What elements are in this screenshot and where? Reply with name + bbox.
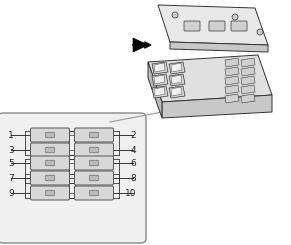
Text: 4: 4: [130, 146, 136, 155]
FancyBboxPatch shape: [74, 186, 113, 200]
FancyBboxPatch shape: [74, 171, 113, 185]
FancyBboxPatch shape: [46, 175, 54, 181]
Polygon shape: [171, 63, 182, 72]
Polygon shape: [148, 62, 162, 118]
FancyBboxPatch shape: [46, 160, 54, 166]
FancyBboxPatch shape: [46, 132, 54, 138]
Polygon shape: [241, 58, 255, 67]
FancyBboxPatch shape: [31, 156, 70, 170]
Polygon shape: [152, 62, 168, 74]
Polygon shape: [169, 74, 185, 86]
FancyBboxPatch shape: [46, 147, 54, 153]
Polygon shape: [241, 67, 255, 76]
Text: 2: 2: [130, 131, 136, 139]
FancyBboxPatch shape: [90, 160, 98, 166]
Polygon shape: [171, 75, 182, 84]
FancyBboxPatch shape: [31, 186, 70, 200]
Polygon shape: [225, 58, 239, 67]
FancyBboxPatch shape: [31, 143, 70, 157]
Polygon shape: [162, 95, 272, 118]
FancyBboxPatch shape: [74, 128, 113, 142]
FancyBboxPatch shape: [74, 143, 113, 157]
Polygon shape: [170, 42, 268, 52]
FancyBboxPatch shape: [90, 190, 98, 196]
Polygon shape: [152, 86, 168, 98]
Circle shape: [172, 12, 178, 18]
Polygon shape: [225, 94, 239, 103]
Polygon shape: [169, 62, 185, 74]
Polygon shape: [154, 63, 165, 72]
FancyBboxPatch shape: [31, 171, 70, 185]
FancyBboxPatch shape: [46, 190, 54, 196]
Polygon shape: [148, 55, 272, 102]
Polygon shape: [133, 38, 148, 52]
FancyBboxPatch shape: [90, 175, 98, 181]
Polygon shape: [169, 86, 185, 98]
FancyBboxPatch shape: [74, 156, 113, 170]
FancyBboxPatch shape: [209, 21, 225, 31]
Text: 7: 7: [8, 173, 14, 183]
FancyBboxPatch shape: [184, 21, 200, 31]
Polygon shape: [241, 94, 255, 103]
FancyBboxPatch shape: [90, 132, 98, 138]
Polygon shape: [225, 85, 239, 94]
Polygon shape: [241, 76, 255, 85]
Text: 6: 6: [130, 159, 136, 168]
Polygon shape: [171, 87, 182, 96]
Circle shape: [257, 29, 263, 35]
Polygon shape: [225, 67, 239, 76]
FancyBboxPatch shape: [0, 113, 146, 243]
FancyBboxPatch shape: [90, 147, 98, 153]
Polygon shape: [241, 85, 255, 94]
Polygon shape: [154, 87, 165, 96]
FancyBboxPatch shape: [231, 21, 247, 31]
Circle shape: [232, 14, 238, 20]
Polygon shape: [152, 74, 168, 86]
Polygon shape: [158, 5, 268, 45]
Polygon shape: [154, 75, 165, 84]
Text: 8: 8: [130, 173, 136, 183]
Text: 9: 9: [8, 188, 14, 197]
Polygon shape: [225, 76, 239, 85]
Text: 5: 5: [8, 159, 14, 168]
Text: 1: 1: [8, 131, 14, 139]
FancyBboxPatch shape: [31, 128, 70, 142]
Text: 10: 10: [125, 188, 136, 197]
Text: 3: 3: [8, 146, 14, 155]
